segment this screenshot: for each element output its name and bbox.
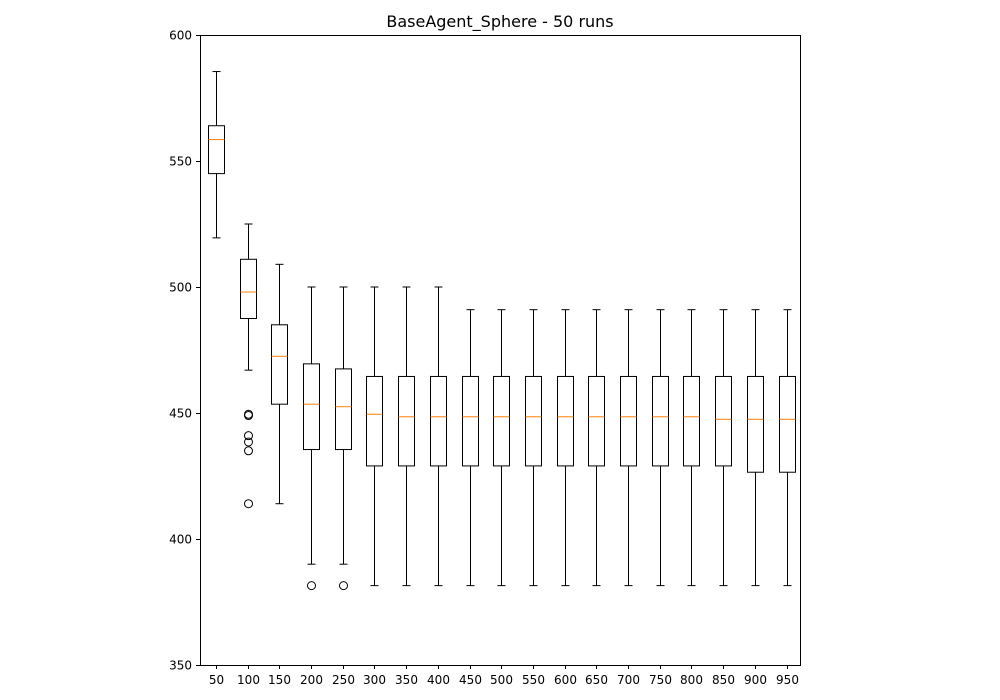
iqr-box <box>715 375 732 467</box>
x-axis: 50 100 150 200 250 300 350 400 450 500 550 600 650 70… <box>209 665 799 687</box>
iqr-box <box>779 375 796 473</box>
box-item-500 <box>493 309 510 587</box>
box-item-800 <box>683 309 700 587</box>
box-item-200 <box>303 286 320 591</box>
outlier-point <box>307 581 316 591</box>
iqr-box <box>620 375 637 467</box>
box-item-750 <box>652 309 669 587</box>
chart-title: BaseAgent_Sphere - 50 runs <box>386 12 613 32</box>
box-item-900 <box>747 309 764 587</box>
outlier-point <box>244 431 253 441</box>
outlier-point <box>244 411 253 421</box>
outlier-point <box>244 437 253 447</box>
x-tick-label: 450 <box>459 673 482 687</box>
x-tick-label: 350 <box>395 673 418 687</box>
x-tick-label: 550 <box>522 673 545 687</box>
iqr-box <box>493 375 510 467</box>
box-item-300 <box>366 286 383 587</box>
outlier-point <box>244 499 253 509</box>
iqr-box <box>430 375 447 467</box>
iqr-box <box>683 375 700 467</box>
x-tick-label: 250 <box>332 673 355 687</box>
x-tick-label: 800 <box>680 673 703 687</box>
iqr-box <box>240 258 257 319</box>
x-tick-label: 50 <box>209 673 224 687</box>
y-tick-label: 450 <box>169 407 192 421</box>
x-tick-label: 150 <box>268 673 291 687</box>
box-item-550 <box>525 309 542 587</box>
box-item-450 <box>462 309 479 587</box>
box-item-250 <box>335 286 352 591</box>
x-tick-label: 900 <box>744 673 767 687</box>
box-item-100 <box>240 223 257 509</box>
y-tick-label: 350 <box>169 659 192 673</box>
x-tick-label: 300 <box>363 673 386 687</box>
x-tick-label: 500 <box>490 673 513 687</box>
box-item-850 <box>715 309 732 587</box>
y-axis: 350 400 450 500 550 600 <box>169 29 200 673</box>
box-item-600 <box>557 309 574 587</box>
iqr-box <box>588 375 605 467</box>
y-tick-label: 400 <box>169 533 192 547</box>
iqr-box <box>271 324 288 405</box>
x-tick-label: 100 <box>237 673 260 687</box>
iqr-box <box>557 375 574 467</box>
iqr-box <box>208 125 225 175</box>
box-item-700 <box>620 309 637 587</box>
iqr-box <box>398 375 415 467</box>
x-tick-label: 700 <box>617 673 640 687</box>
box-series <box>208 71 796 591</box>
x-tick-label: 650 <box>585 673 608 687</box>
box-item-950 <box>779 309 796 587</box>
x-tick-label: 850 <box>712 673 735 687</box>
iqr-box <box>303 363 320 451</box>
box-item-150 <box>271 263 288 505</box>
box-item-650 <box>588 309 605 587</box>
x-tick-label: 400 <box>427 673 450 687</box>
outlier-point <box>339 581 348 591</box>
x-tick-label: 200 <box>300 673 323 687</box>
iqr-box <box>652 375 669 467</box>
x-tick-label: 600 <box>554 673 577 687</box>
box-item-400 <box>430 286 447 587</box>
plot-area-frame <box>200 35 801 666</box>
iqr-box <box>462 375 479 467</box>
y-tick-label: 550 <box>169 155 192 169</box>
x-tick-label: 950 <box>776 673 799 687</box>
box-item-350 <box>398 286 415 587</box>
outlier-point <box>244 446 253 456</box>
y-tick-label: 600 <box>169 29 192 43</box>
y-tick-label: 500 <box>169 281 192 295</box>
iqr-box <box>335 368 352 451</box>
box-item-50 <box>208 71 225 239</box>
iqr-box <box>525 375 542 467</box>
iqr-box <box>747 375 764 473</box>
iqr-box <box>366 375 383 467</box>
x-tick-label: 750 <box>649 673 672 687</box>
